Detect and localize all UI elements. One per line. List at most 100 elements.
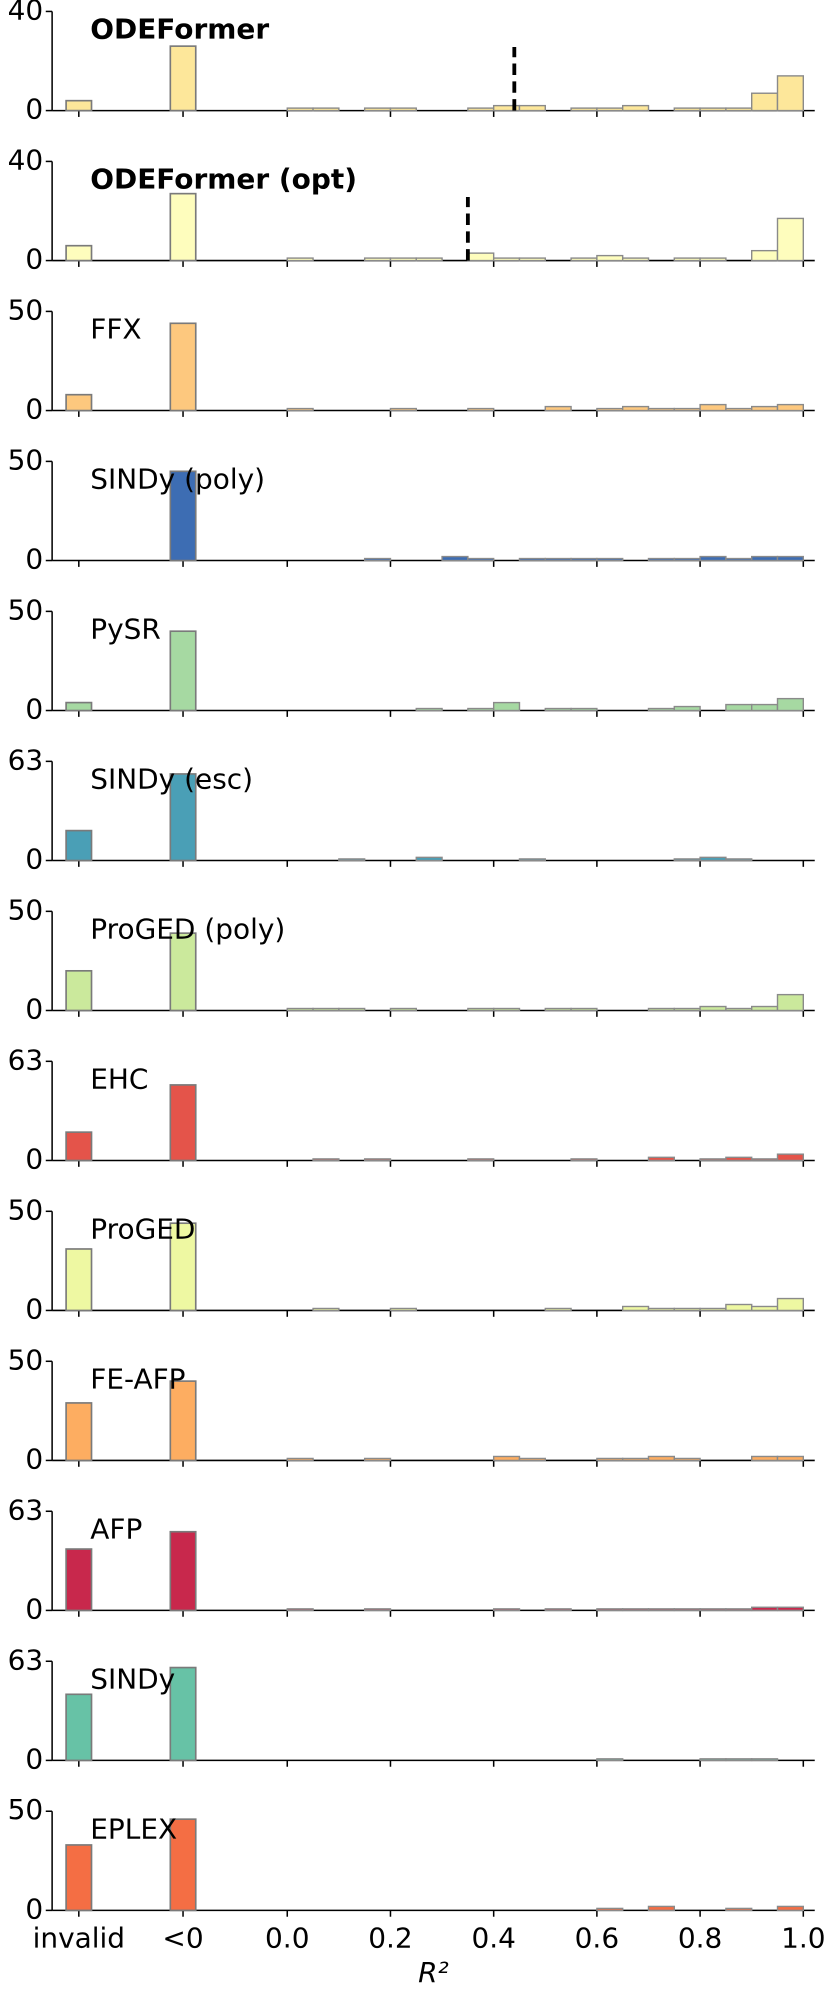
bar — [492, 257, 521, 262]
bar — [389, 1007, 417, 1012]
bar — [751, 1305, 779, 1312]
y-tick-label: 63 — [8, 1643, 44, 1676]
bar — [65, 829, 93, 862]
bar — [751, 405, 779, 412]
bar — [699, 1758, 727, 1762]
bar — [544, 707, 572, 712]
x-tick-label: <0 — [162, 1922, 203, 1955]
bar — [725, 107, 753, 112]
bar — [647, 1307, 675, 1312]
y-tick-label: 50 — [8, 593, 44, 626]
bar — [467, 407, 495, 412]
y-tick-label: 63 — [8, 1043, 44, 1076]
bar — [751, 703, 779, 712]
bar — [776, 1455, 805, 1462]
bar — [751, 1158, 779, 1162]
bar — [492, 1455, 521, 1462]
bar — [363, 1158, 392, 1162]
y-tick-label: 0 — [25, 693, 43, 726]
bar — [312, 1007, 340, 1012]
bar — [544, 557, 572, 562]
bar — [169, 1380, 197, 1462]
bar — [65, 99, 93, 112]
bar — [312, 1158, 340, 1162]
bar — [286, 107, 314, 112]
bar — [647, 1007, 675, 1012]
bar — [751, 249, 779, 262]
bar — [286, 407, 314, 412]
x-tick-label: 0.6 — [575, 1922, 619, 1955]
bar — [65, 1248, 93, 1312]
y-tick-label: 50 — [8, 893, 44, 926]
bar — [389, 1307, 417, 1312]
bar — [725, 1608, 753, 1612]
bar — [725, 1007, 753, 1012]
panel-label: ProGED (poly) — [90, 912, 285, 945]
bar — [286, 1457, 314, 1462]
y-tick-label: 50 — [8, 293, 44, 326]
bar — [699, 856, 727, 862]
bar — [699, 257, 727, 262]
x-tick-label: 0.2 — [368, 1922, 412, 1955]
bar — [725, 557, 753, 562]
bar — [673, 705, 701, 712]
y-tick-label: 0 — [25, 842, 43, 875]
bar — [725, 1303, 753, 1312]
bar — [621, 1305, 650, 1312]
bar — [699, 1005, 727, 1012]
bar — [363, 1608, 392, 1612]
y-tick-label: 50 — [8, 1793, 44, 1826]
bar — [596, 1758, 624, 1762]
bar — [169, 470, 197, 562]
bar — [776, 75, 805, 112]
bar — [776, 993, 805, 1012]
bar — [776, 1153, 805, 1162]
bar — [647, 407, 675, 412]
bar — [596, 1608, 624, 1612]
bar — [647, 1455, 675, 1462]
panel-label: SINDy (poly) — [90, 462, 265, 495]
bar — [65, 1844, 93, 1912]
bar — [467, 1007, 495, 1012]
bar — [596, 557, 624, 562]
bar — [363, 257, 392, 262]
bar — [286, 257, 314, 262]
y-tick-label: 0 — [25, 1742, 43, 1775]
bar — [65, 1131, 93, 1162]
bar — [725, 703, 753, 712]
bar — [467, 707, 495, 712]
bar — [647, 557, 675, 562]
bar — [596, 254, 624, 262]
panel-label: SINDy — [90, 1662, 175, 1695]
x-tick-label: 0.0 — [265, 1922, 309, 1955]
panel-label: FE-AFP — [90, 1362, 185, 1395]
bar — [65, 244, 93, 262]
bar — [389, 257, 417, 262]
y-tick-label: 63 — [8, 743, 44, 776]
bar — [518, 257, 546, 262]
bar — [363, 557, 392, 562]
bar — [389, 407, 417, 412]
bar — [169, 45, 197, 112]
bar — [621, 1608, 650, 1612]
bar — [699, 1608, 727, 1612]
y-tick-label: 0 — [25, 393, 43, 426]
bar — [699, 1158, 727, 1162]
bar — [776, 555, 805, 562]
bar — [544, 405, 572, 412]
bar — [596, 1457, 624, 1462]
y-tick-label: 40 — [8, 143, 44, 176]
bar — [338, 1007, 366, 1012]
bar — [570, 707, 598, 712]
bar — [699, 403, 727, 412]
bar — [65, 393, 93, 412]
bar — [673, 1457, 701, 1462]
bar — [415, 707, 443, 712]
bar — [621, 104, 650, 112]
y-tick-label: 0 — [25, 1442, 43, 1475]
y-tick-label: 0 — [25, 1592, 43, 1625]
y-tick-label: 50 — [8, 443, 44, 476]
panel-label: PySR — [90, 612, 161, 645]
bar — [492, 701, 521, 712]
bar — [415, 257, 443, 262]
